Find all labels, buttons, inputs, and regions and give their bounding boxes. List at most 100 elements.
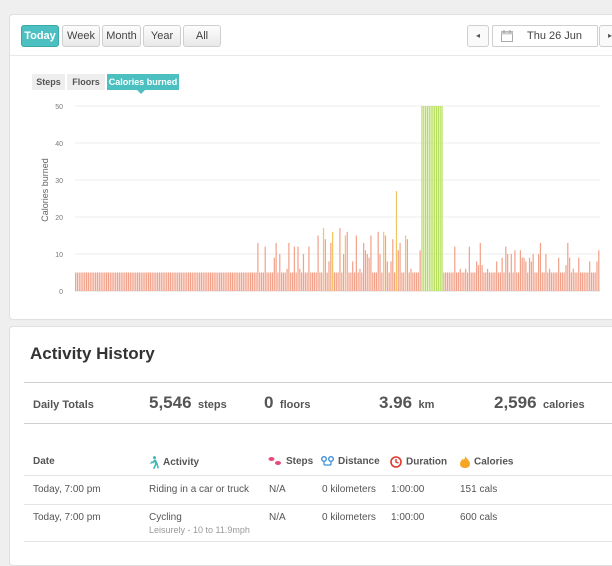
- calorie-bar[interactable]: [514, 250, 516, 291]
- calorie-bar[interactable]: [594, 272, 596, 292]
- calorie-bar[interactable]: [284, 272, 286, 292]
- calorie-bar[interactable]: [521, 257, 523, 291]
- calorie-bar[interactable]: [109, 272, 111, 292]
- calorie-bar[interactable]: [494, 272, 496, 292]
- calorie-bar[interactable]: [160, 272, 162, 292]
- calorie-bar[interactable]: [372, 272, 374, 292]
- calorie-bar[interactable]: [383, 231, 385, 291]
- calorie-bar[interactable]: [592, 272, 594, 292]
- calorie-bar[interactable]: [253, 272, 255, 292]
- calorie-bar[interactable]: [290, 272, 292, 292]
- date-picker[interactable]: Thu 26 Jun: [492, 25, 598, 47]
- calorie-bar[interactable]: [341, 272, 343, 292]
- next-date-button[interactable]: ▸: [599, 25, 612, 47]
- calorie-bar[interactable]: [82, 272, 84, 292]
- calorie-bar[interactable]: [543, 272, 545, 292]
- calorie-bar[interactable]: [401, 272, 403, 292]
- calorie-bar[interactable]: [434, 106, 436, 291]
- calorie-bar[interactable]: [348, 272, 350, 292]
- calorie-bar[interactable]: [366, 254, 368, 291]
- calorie-bar[interactable]: [567, 242, 569, 291]
- column-date[interactable]: Date: [33, 456, 55, 467]
- calorie-bar[interactable]: [430, 106, 432, 291]
- calorie-bar[interactable]: [291, 272, 294, 292]
- calorie-bar[interactable]: [321, 272, 323, 292]
- calorie-bar[interactable]: [459, 268, 461, 291]
- calorie-bar[interactable]: [166, 272, 168, 292]
- calorie-bar[interactable]: [527, 272, 529, 292]
- calorie-bar[interactable]: [373, 272, 376, 292]
- calorie-bar[interactable]: [85, 272, 88, 292]
- calorie-bar[interactable]: [507, 254, 509, 291]
- calorie-bar[interactable]: [211, 272, 213, 292]
- calorie-bar[interactable]: [155, 272, 157, 292]
- calorie-bar[interactable]: [175, 272, 177, 292]
- calorie-bar[interactable]: [332, 231, 334, 291]
- calorie-bar[interactable]: [499, 272, 501, 292]
- calorie-bar[interactable]: [583, 272, 585, 292]
- calorie-bar[interactable]: [239, 272, 241, 292]
- calorie-bar[interactable]: [266, 272, 268, 292]
- calorie-bar[interactable]: [425, 106, 427, 291]
- calorie-bar[interactable]: [421, 106, 423, 291]
- calorie-bar[interactable]: [264, 246, 266, 291]
- calorie-bar[interactable]: [569, 257, 571, 291]
- calorie-bar[interactable]: [384, 235, 387, 292]
- calorie-bar[interactable]: [497, 272, 500, 292]
- calorie-bar[interactable]: [122, 272, 124, 292]
- calorie-bar[interactable]: [136, 272, 139, 292]
- prev-date-button[interactable]: ◂: [467, 25, 489, 47]
- calorie-bar[interactable]: [539, 242, 542, 291]
- calorie-bar[interactable]: [95, 272, 97, 292]
- calorie-bar[interactable]: [390, 261, 392, 291]
- calorie-bar[interactable]: [437, 106, 439, 291]
- calorie-bar[interactable]: [186, 272, 188, 292]
- calorie-bar[interactable]: [572, 268, 574, 291]
- calorie-bar[interactable]: [554, 272, 556, 292]
- column-calories[interactable]: Calories: [460, 456, 513, 468]
- range-today-button[interactable]: Today: [21, 25, 59, 47]
- calorie-bar[interactable]: [259, 272, 261, 292]
- calorie-bar[interactable]: [173, 272, 175, 292]
- calorie-bar[interactable]: [251, 272, 254, 292]
- calorie-bar[interactable]: [381, 272, 383, 292]
- calorie-bar[interactable]: [468, 246, 470, 291]
- calorie-bar[interactable]: [461, 272, 463, 292]
- calorie-bar[interactable]: [76, 272, 79, 292]
- calorie-bar[interactable]: [208, 272, 210, 292]
- calorie-bar[interactable]: [355, 235, 357, 292]
- calorie-bar[interactable]: [319, 272, 321, 292]
- calorie-bar[interactable]: [375, 272, 377, 292]
- column-distance[interactable]: Distance: [321, 456, 380, 467]
- calorie-bar[interactable]: [333, 272, 336, 292]
- calorie-bar[interactable]: [248, 272, 250, 292]
- calorie-bar[interactable]: [105, 272, 108, 292]
- calorie-bar[interactable]: [363, 242, 365, 291]
- calorie-bar[interactable]: [517, 272, 520, 292]
- range-week-button[interactable]: Week: [62, 25, 100, 47]
- calorie-bar[interactable]: [525, 261, 527, 291]
- calorie-bar[interactable]: [410, 268, 412, 291]
- calorie-bar[interactable]: [548, 268, 551, 291]
- column-duration[interactable]: Duration: [390, 456, 447, 468]
- calorie-bar[interactable]: [246, 272, 248, 292]
- range-year-button[interactable]: Year: [143, 25, 181, 47]
- calorie-bar[interactable]: [559, 272, 562, 292]
- calorie-bar[interactable]: [262, 272, 264, 292]
- calorie-bar[interactable]: [191, 272, 193, 292]
- calorie-bar[interactable]: [463, 272, 465, 292]
- calorie-bar[interactable]: [330, 242, 332, 291]
- calorie-bar[interactable]: [169, 272, 172, 292]
- calorie-bar[interactable]: [220, 272, 223, 292]
- calorie-bar[interactable]: [288, 242, 290, 291]
- calorie-bar[interactable]: [492, 272, 494, 292]
- calorie-bar[interactable]: [399, 242, 401, 291]
- calorie-bar[interactable]: [596, 261, 598, 291]
- calorie-bar[interactable]: [151, 272, 153, 292]
- calorie-bar[interactable]: [149, 272, 151, 292]
- calorie-bar[interactable]: [138, 272, 141, 292]
- calorie-bar[interactable]: [428, 106, 430, 291]
- calorie-bar[interactable]: [195, 272, 197, 292]
- calorie-bar[interactable]: [353, 272, 356, 292]
- calorie-bar[interactable]: [202, 272, 204, 292]
